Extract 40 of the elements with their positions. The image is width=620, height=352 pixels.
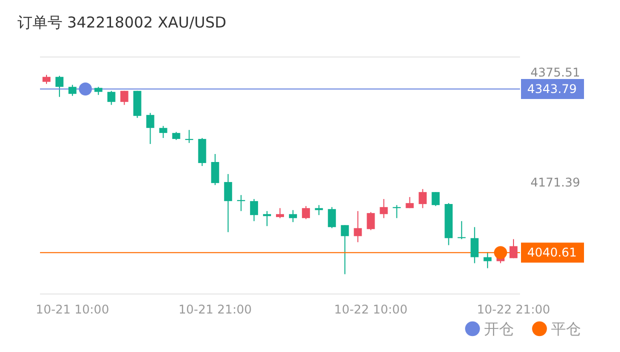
candlestick xyxy=(470,226,479,264)
candlestick xyxy=(276,208,284,219)
candlestick xyxy=(250,198,258,222)
candlestick xyxy=(510,238,518,259)
candlestick xyxy=(366,212,375,231)
candlestick xyxy=(328,206,336,229)
candlestick xyxy=(392,204,401,219)
candlestick xyxy=(314,204,323,216)
candlestick xyxy=(288,210,297,223)
ref-line-label: 4040.61 xyxy=(527,246,577,260)
candlestick xyxy=(42,74,50,84)
candlestick xyxy=(302,206,310,220)
candlestick xyxy=(120,90,128,106)
candlestick xyxy=(418,188,427,209)
candlestick xyxy=(55,75,64,98)
candlestick xyxy=(224,174,232,233)
ref-line-label: 4343.79 xyxy=(527,82,577,96)
candlestick xyxy=(263,210,272,227)
candlestick xyxy=(354,210,362,243)
candlestick xyxy=(237,194,246,212)
candlestick xyxy=(146,112,154,144)
legend-label: 开仓 xyxy=(484,320,514,338)
legend-label: 平仓 xyxy=(551,320,581,338)
x-tick-label: 10-21 21:00 xyxy=(178,302,252,316)
y-tick-label: 4171.39 xyxy=(530,176,580,190)
candlestick xyxy=(185,129,194,144)
x-tick-label: 10-21 10:00 xyxy=(36,302,110,316)
candlestick xyxy=(340,224,349,275)
candlestick xyxy=(159,125,168,138)
candlestick xyxy=(432,192,440,207)
x-tick-label: 10-22 21:00 xyxy=(476,302,550,316)
candlestick xyxy=(458,220,466,240)
candlestick xyxy=(484,252,492,269)
candlestick xyxy=(380,198,388,219)
y-tick-label: 4375.51 xyxy=(530,65,580,80)
candlestick xyxy=(107,90,116,106)
x-tick-label: 10-22 10:00 xyxy=(334,302,408,316)
candlestick xyxy=(68,84,76,96)
candlestick xyxy=(211,154,220,186)
chart-title: 订单号 342218002 XAU/USD xyxy=(17,14,226,32)
